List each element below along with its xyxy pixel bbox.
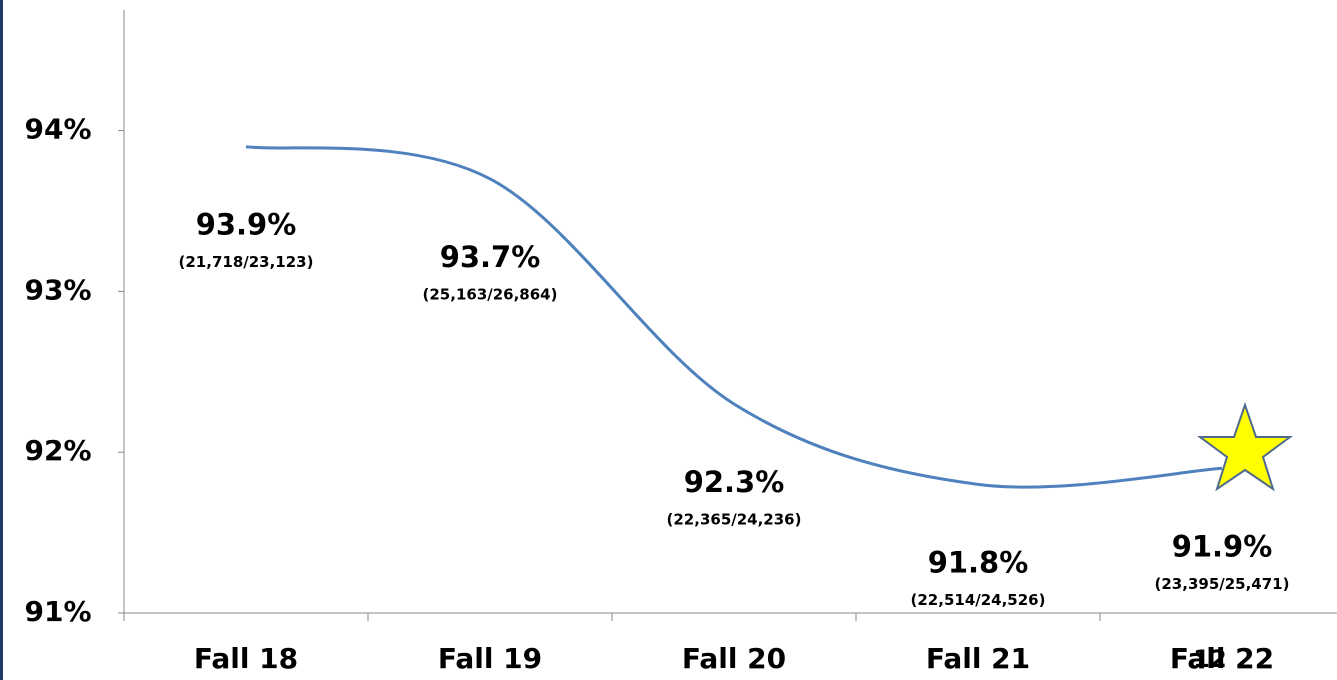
y-tick-label: 93% — [24, 273, 91, 306]
page-number: 12 — [1193, 645, 1226, 673]
sublabel: (22,514/24,526) — [911, 591, 1046, 609]
sublabel: (23,395/25,471) — [1155, 575, 1290, 593]
x-tick-label: Fall 21 — [926, 642, 1030, 675]
left-strip — [0, 0, 3, 680]
y-tick-label: 91% — [24, 595, 91, 628]
x-tick-label: Fall 20 — [682, 642, 786, 675]
value-label: 93.9% — [196, 208, 297, 242]
sublabel: (21,718/23,123) — [179, 253, 314, 271]
y-tick-label: 94% — [24, 113, 91, 146]
x-tick-label: Fall 18 — [194, 642, 298, 675]
line — [245, 145, 1223, 489]
sublabel: (22,365/24,236) — [667, 510, 802, 528]
x-tick-label: Fall 22 — [1170, 642, 1274, 675]
value-label: 92.3% — [684, 465, 785, 499]
value-label: 91.8% — [928, 545, 1029, 579]
sublabel: (25,163/26,864) — [423, 285, 558, 303]
x-tick-label: Fall 19 — [438, 642, 542, 675]
star — [1196, 401, 1294, 492]
value-label: 91.9% — [1172, 529, 1273, 563]
value-label: 93.7% — [440, 240, 541, 274]
y-tick-label: 92% — [24, 434, 91, 467]
